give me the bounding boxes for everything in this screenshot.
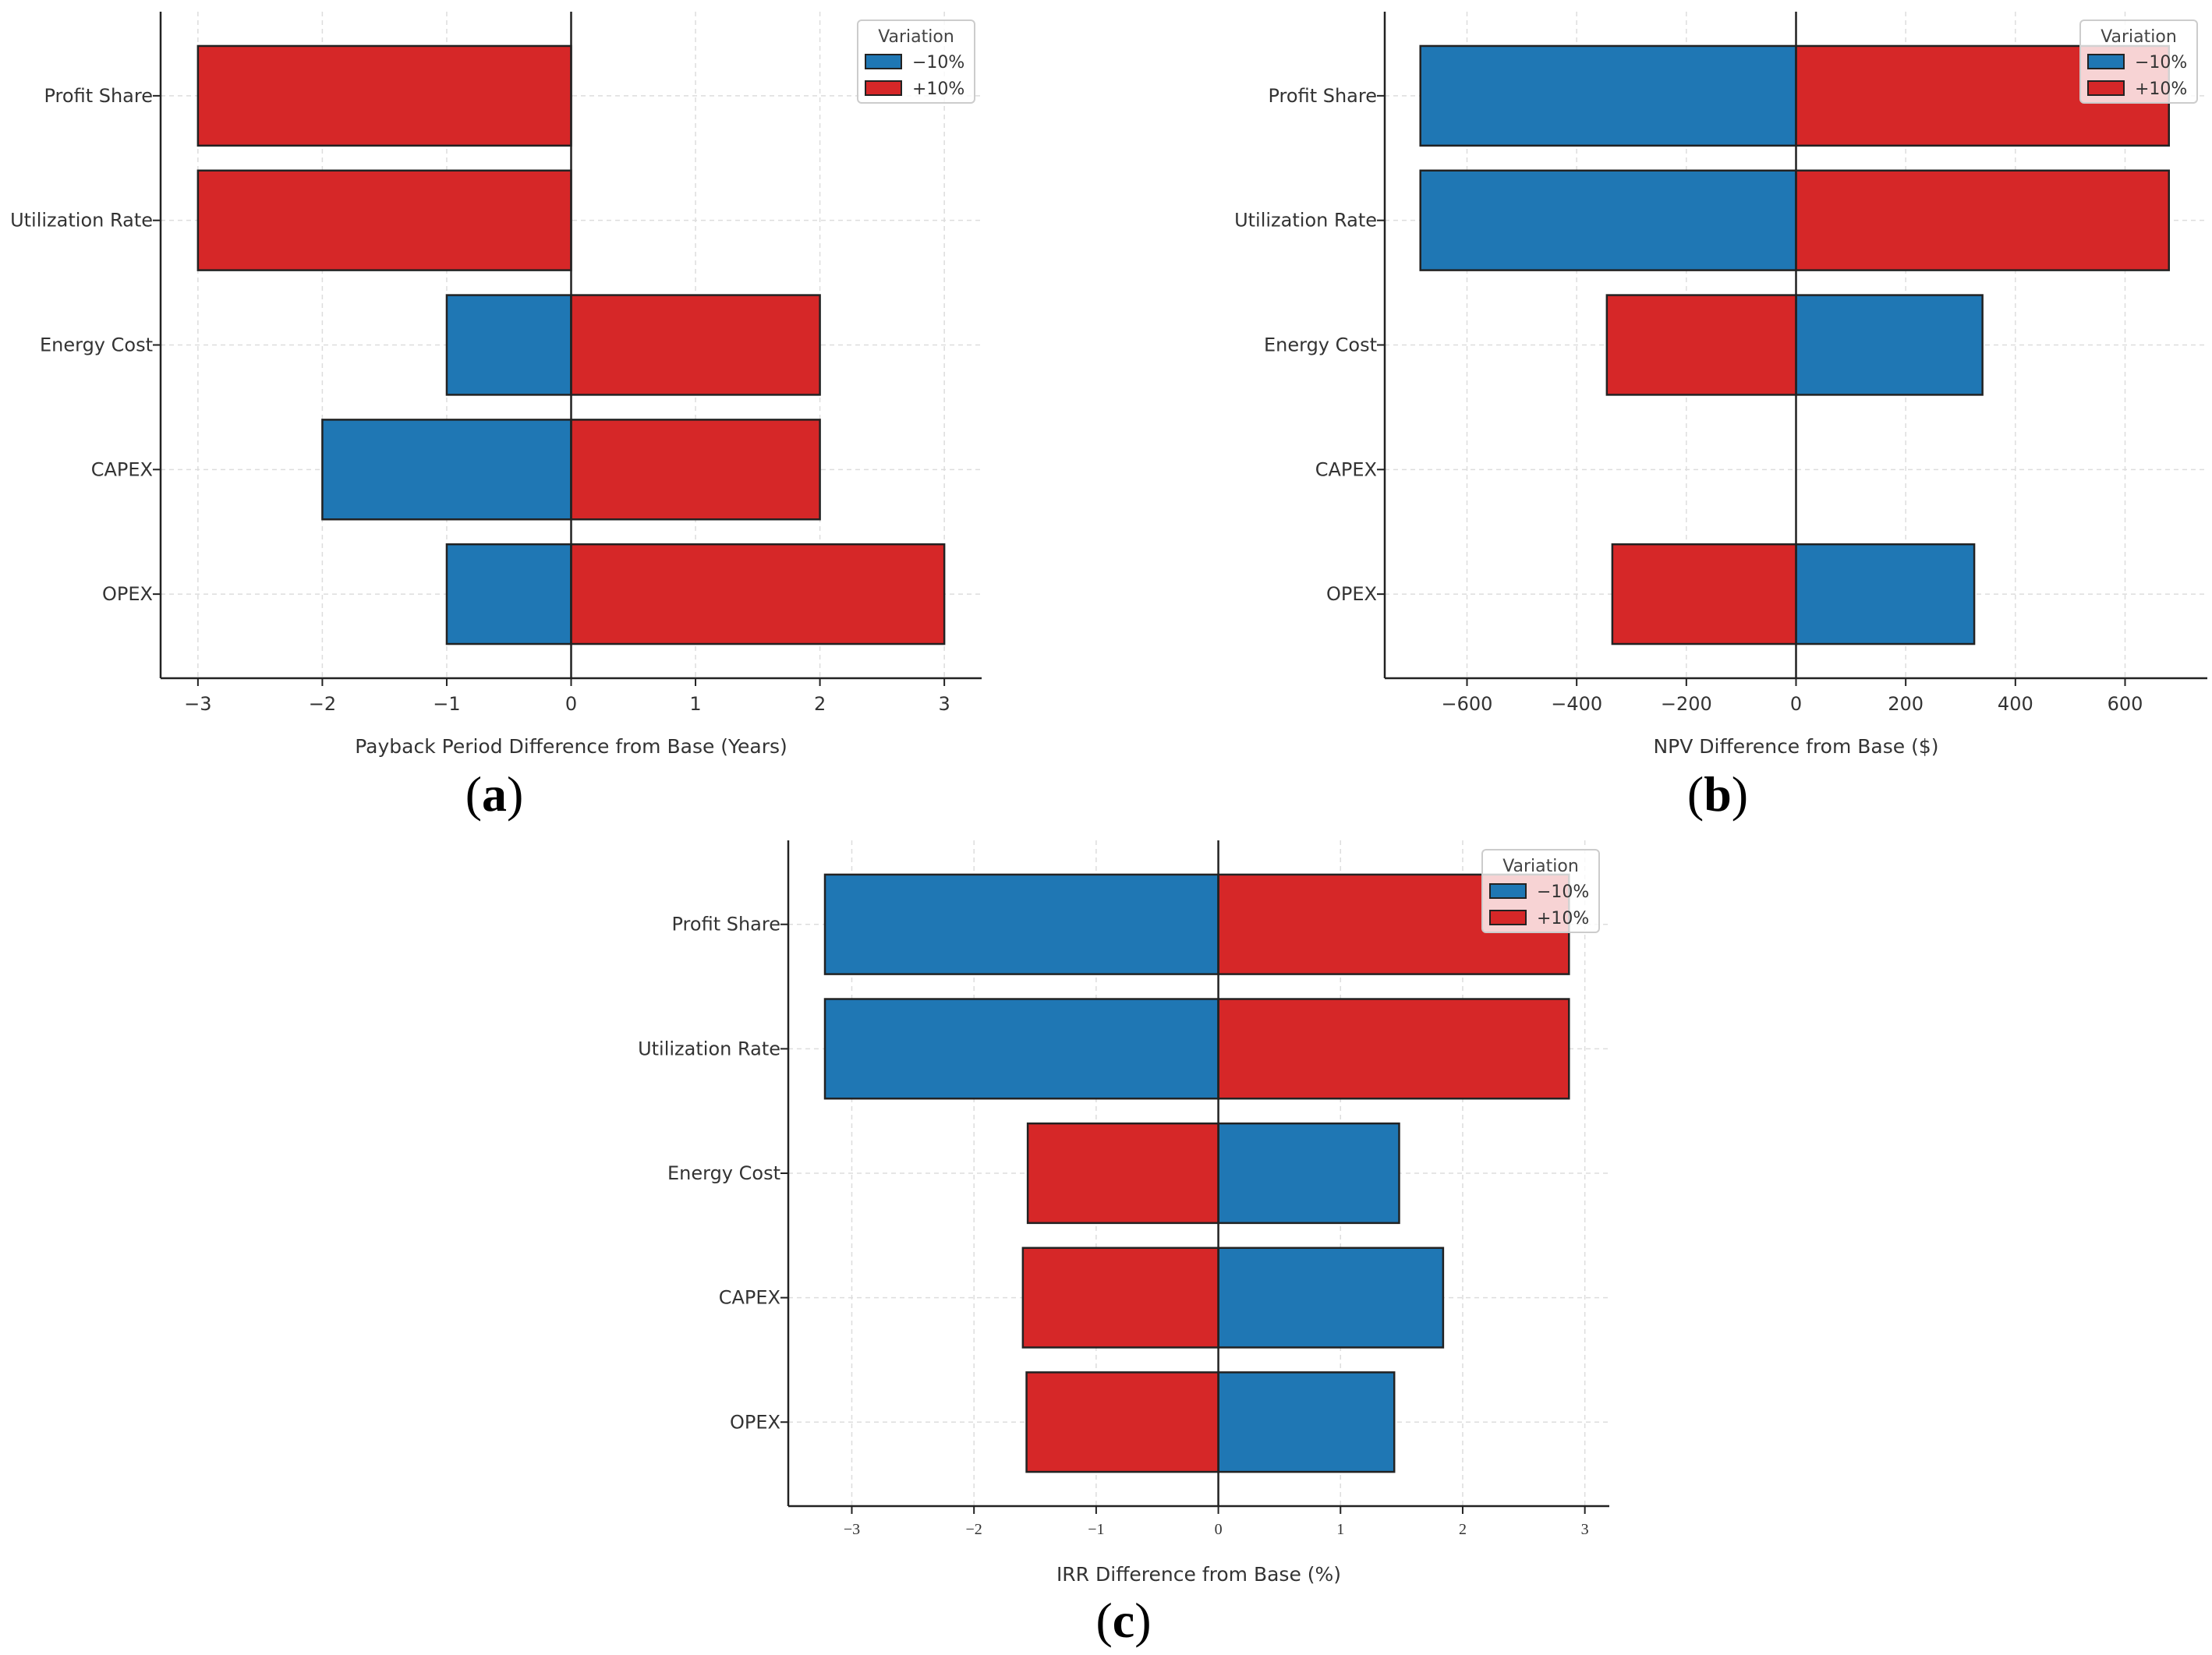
x-tick-label: 1: [689, 693, 701, 715]
bar-minus10: [1217, 1371, 1396, 1473]
category-label: OPEX: [102, 583, 153, 605]
bar-minus10: [823, 873, 1219, 975]
legend-title: Variation: [1502, 857, 1579, 876]
bar-plus10: [1025, 1371, 1219, 1473]
x-tick-label: 0: [1215, 1521, 1223, 1538]
x-tick-label: 3: [1581, 1521, 1589, 1538]
x-tick-label: 0: [1790, 693, 1802, 715]
x-tick-label: 200: [1888, 693, 1924, 715]
x-tick-label: −2: [309, 693, 336, 715]
bar-plus10: [1021, 1247, 1219, 1349]
x-tick-label: 600: [2108, 693, 2143, 715]
x-tick-label: 3: [938, 693, 950, 715]
x-tick-label: 0: [565, 693, 577, 715]
legend-swatch-plus10: [2087, 80, 2125, 96]
bar-plus10: [570, 294, 821, 396]
legend-swatch-plus10: [865, 80, 902, 96]
legend-swatch-plus10: [1489, 910, 1527, 925]
legend-label-minus10: −10%: [2135, 53, 2187, 72]
bar-plus10: [196, 169, 572, 271]
x-axis-title: NPV Difference from Base ($): [1653, 735, 1938, 758]
bar-plus10: [196, 44, 572, 147]
bar-plus10: [1795, 169, 2171, 271]
x-tick-label: −400: [1551, 693, 1602, 715]
chart-panel-b: −600 −400 −200 0 200 400 600 Profit Share Utiliz…: [1234, 12, 2207, 822]
bar-minus10: [823, 998, 1219, 1100]
legend-title: Variation: [878, 27, 954, 47]
bar-plus10: [570, 543, 946, 645]
legend-swatch-minus10: [2087, 54, 2125, 69]
legend: Variation −10% +10%: [2079, 19, 2198, 104]
x-tick-label: −1: [1088, 1521, 1104, 1538]
chart-panel-a: −3 −2 −1 0 1 2 3 Profit Share Utilization Rate En…: [10, 12, 982, 822]
bar-minus10: [1795, 543, 1976, 645]
panel-label: (b): [1687, 766, 1748, 822]
x-tick-label: 400: [1998, 693, 2033, 715]
legend-swatch-minus10: [865, 54, 902, 69]
legend-label-minus10: −10%: [912, 53, 964, 72]
legend-swatch-minus10: [1489, 883, 1527, 899]
bar-plus10: [570, 419, 821, 521]
bar-plus10: [1026, 1122, 1219, 1225]
panel-label: (c): [1095, 1593, 1151, 1648]
x-tick-label: 2: [1459, 1521, 1467, 1538]
category-label: Energy Cost: [1264, 334, 1377, 356]
bar-minus10: [445, 543, 572, 645]
bar-minus10: [445, 294, 572, 396]
x-axis-title: Payback Period Difference from Base (Yea…: [355, 735, 787, 758]
category-label: Energy Cost: [667, 1162, 780, 1184]
category-label: Profit Share: [672, 914, 781, 935]
category-label: Utilization Rate: [1234, 210, 1377, 232]
legend-label-plus10: +10%: [912, 80, 964, 99]
legend: Variation −10% +10%: [857, 19, 975, 104]
legend-label-minus10: −10%: [1537, 882, 1589, 902]
category-label: OPEX: [730, 1411, 780, 1433]
bar-minus10: [1419, 44, 1797, 147]
x-axis-title: IRR Difference from Base (%): [1056, 1563, 1341, 1586]
category-label: Energy Cost: [40, 334, 153, 356]
x-tick-label: −600: [1442, 693, 1493, 715]
x-tick-label: −2: [966, 1521, 982, 1538]
category-label: CAPEX: [1315, 458, 1377, 480]
category-label: Profit Share: [44, 85, 154, 107]
bar-minus10: [321, 419, 572, 521]
x-tick-label: −3: [844, 1521, 860, 1538]
x-tick-label: −3: [184, 693, 211, 715]
category-label: CAPEX: [719, 1287, 780, 1309]
x-tick-label: 2: [814, 693, 826, 715]
legend-title: Variation: [2101, 27, 2177, 47]
category-label: OPEX: [1326, 583, 1377, 605]
bar-plus10: [1217, 998, 1570, 1100]
panel-label: (a): [465, 766, 524, 822]
category-label: Profit Share: [1269, 85, 1378, 107]
x-tick-label: −200: [1661, 693, 1712, 715]
chart-panel-c: −3 −2 −1 0 1 2 3 Profit Share Utilization Rate En…: [638, 840, 1609, 1648]
bar-minus10: [1795, 294, 1984, 396]
category-label: CAPEX: [91, 458, 153, 480]
legend-label-plus10: +10%: [1537, 909, 1589, 928]
bar-minus10: [1217, 1122, 1400, 1225]
category-label: Utilization Rate: [10, 210, 153, 232]
x-tick-label: −1: [433, 693, 460, 715]
bar-plus10: [1611, 543, 1797, 645]
bar-minus10: [1217, 1247, 1445, 1349]
legend: Variation −10% +10%: [1481, 849, 1600, 933]
bar-plus10: [1605, 294, 1797, 396]
legend-label-plus10: +10%: [2135, 80, 2187, 99]
category-label: Utilization Rate: [638, 1038, 780, 1059]
bar-minus10: [1419, 169, 1797, 271]
x-tick-label: 1: [1336, 1521, 1344, 1538]
